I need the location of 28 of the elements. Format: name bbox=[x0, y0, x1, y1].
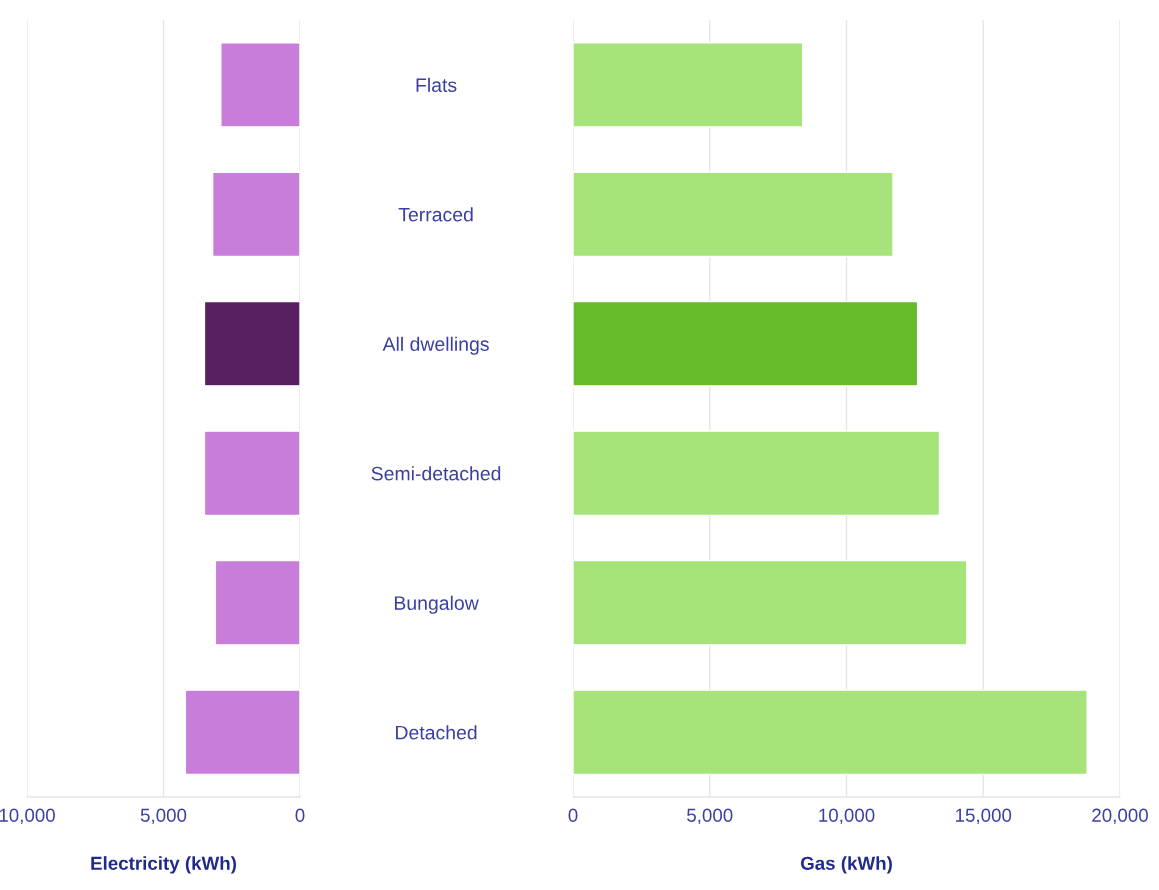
y-tick-label: Bungalow bbox=[394, 595, 479, 614]
bar bbox=[573, 41, 804, 128]
x-axis-title: Gas (kWh) bbox=[800, 856, 892, 874]
x-tick-label: 15,000 bbox=[956, 808, 1012, 825]
x-axis-title: Electricity (kWh) bbox=[91, 856, 237, 874]
x-tick-label: 10,000 bbox=[819, 808, 875, 825]
bar bbox=[214, 559, 300, 646]
bar bbox=[573, 559, 968, 646]
bar bbox=[211, 171, 300, 258]
x-tick-label: 20,000 bbox=[1092, 808, 1148, 825]
y-tick-label: Detached bbox=[396, 725, 477, 740]
bar bbox=[573, 171, 894, 258]
x-tick-label: 5,000 bbox=[140, 808, 187, 825]
bar bbox=[220, 41, 300, 128]
x-tick-label: 10,000 bbox=[0, 808, 55, 825]
y-tick-label: Semi-detached bbox=[371, 466, 501, 481]
x-tick-label: 5,000 bbox=[687, 808, 733, 825]
y-tick-label: Terraced bbox=[398, 207, 473, 222]
x-tick-label: 0 bbox=[295, 808, 305, 822]
bar bbox=[573, 430, 941, 517]
bar bbox=[573, 689, 1088, 776]
bar bbox=[203, 430, 300, 517]
bar bbox=[573, 300, 919, 387]
x-tick-label: 0 bbox=[568, 808, 578, 822]
y-tick-label: All dwellings bbox=[382, 336, 489, 355]
y-tick-label: Flats bbox=[416, 77, 457, 93]
bar bbox=[203, 300, 300, 387]
bar bbox=[184, 689, 300, 776]
